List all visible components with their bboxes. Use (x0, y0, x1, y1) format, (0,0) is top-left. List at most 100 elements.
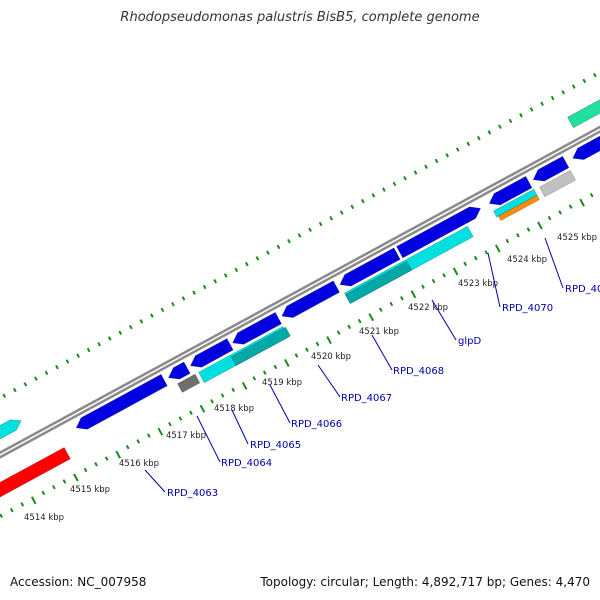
ruler-tick (160, 307, 165, 313)
ruler-tick (400, 295, 404, 301)
ruler-label: 4521 kbp (359, 327, 399, 337)
ruler-tick (168, 421, 172, 427)
feature-rpd4063 (75, 373, 168, 430)
ruler-tick (592, 72, 597, 78)
ruler-tick (23, 382, 28, 387)
ruler-tick (561, 90, 566, 95)
ruler-tick (431, 278, 436, 284)
ruler-tick (139, 319, 144, 324)
ruler-tick (360, 198, 365, 204)
ruler-tick (508, 118, 513, 124)
ruler-tick (336, 330, 341, 335)
feature-green-forward (567, 99, 600, 129)
feature-small (167, 361, 191, 380)
ruler-tick (34, 376, 38, 381)
ruler-tick (192, 290, 196, 295)
gene-label: RPD_4065 (250, 440, 301, 451)
ruler-tick (571, 84, 576, 89)
feature-glpd (488, 175, 533, 206)
ruler-tick (442, 273, 446, 278)
ruler-tick (210, 399, 214, 404)
ruler-label: 4517 kbp (166, 431, 206, 441)
ruler-label: 4519 kbp (262, 378, 302, 388)
ruler-tick (189, 410, 193, 415)
ruler-tick (487, 130, 492, 135)
gene-label: RPD_4064 (221, 458, 272, 469)
ruler-tick (255, 256, 260, 261)
feature-teal-b (344, 260, 413, 305)
ruler-tick (466, 141, 471, 147)
ruler-tick (455, 147, 460, 152)
ruler-tick (326, 336, 332, 345)
gene-label: RPD_4071 (565, 284, 600, 295)
ruler-tick (220, 393, 225, 398)
ruler-tick (371, 193, 376, 198)
feature-misc (539, 169, 577, 198)
ruler-tick (0, 513, 3, 519)
ruler-tick (318, 221, 323, 227)
ruler-tick (378, 307, 383, 312)
gene-label-leader (317, 364, 341, 398)
gene-label-leader (487, 252, 501, 308)
ruler-tick (287, 238, 291, 244)
ruler-tick (494, 244, 501, 253)
ruler-tick (128, 324, 133, 330)
ruler-tick (357, 318, 362, 324)
ruler-label: 4518 kbp (214, 404, 254, 414)
ruler-tick (65, 359, 70, 364)
feature-teal-a (230, 326, 291, 367)
ruler-tick (52, 484, 56, 490)
ruler-tick (589, 192, 594, 198)
ruler-tick (505, 238, 510, 244)
ruler-tick (392, 181, 397, 187)
ruler-tick (150, 313, 154, 318)
ruler-tick (97, 342, 102, 347)
ruler-tick (434, 158, 439, 164)
ruler-tick (136, 439, 141, 444)
feature-rpd4070 (532, 155, 570, 182)
ruler-tick (329, 216, 334, 221)
ruler-tick (315, 341, 320, 347)
ruler-tick (181, 296, 186, 301)
ruler-tick (178, 416, 183, 421)
ruler-tick (498, 124, 502, 129)
genome-summary: Topology: circular; Length: 4,892,717 bp… (260, 575, 590, 589)
gene-label-leader (269, 384, 291, 424)
feature-rpd4067 (339, 247, 401, 287)
ruler-tick (104, 456, 109, 461)
ruler-tick (262, 370, 267, 375)
ruler-tick (519, 112, 523, 118)
outer-ruler (2, 72, 597, 399)
ruler-label: 4515 kbp (70, 485, 110, 495)
ruler-tick (9, 507, 14, 513)
ruler-tick (252, 376, 257, 381)
ruler-tick (241, 381, 248, 390)
feature-rpd4071 (572, 135, 600, 161)
ruler-tick (115, 450, 121, 459)
ruler-label: 4524 kbp (507, 255, 547, 265)
gene-label: RPD_4063 (167, 488, 218, 499)
backbone (0, 125, 600, 459)
ruler-tick (231, 387, 236, 393)
gene-label-leader (144, 469, 166, 493)
gene-label: RPD_4066 (291, 419, 342, 430)
gene-label: glpD (458, 336, 481, 347)
feature-rpd4068 (396, 206, 482, 259)
ruler-tick (199, 404, 206, 413)
ruler-tick (582, 78, 587, 84)
ruler-tick (568, 204, 573, 209)
ruler-label: 4525 kbp (557, 233, 597, 243)
ruler-label: 4523 kbp (458, 279, 498, 289)
ruler-tick (305, 347, 309, 353)
ruler-tick (445, 153, 450, 158)
ruler-tick (73, 473, 79, 482)
gene-label-leader (431, 299, 457, 341)
feature-orange (497, 194, 541, 222)
gene-label: RPD_4070 (502, 303, 553, 314)
ruler-tick (76, 353, 80, 358)
ruler-tick (308, 227, 312, 232)
ruler-tick (171, 301, 175, 307)
inner-ruler (0, 192, 594, 519)
ruler-tick (62, 479, 67, 484)
